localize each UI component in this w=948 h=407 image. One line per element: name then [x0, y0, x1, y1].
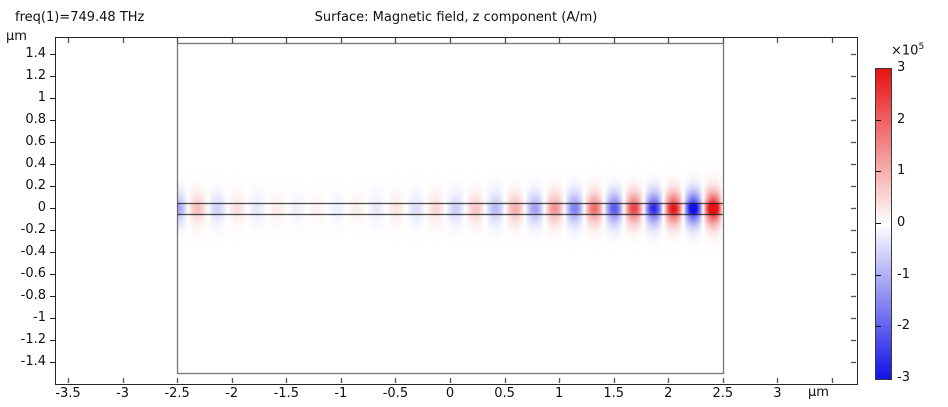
- y-axis-unit-label: μm: [6, 29, 27, 44]
- colorbar: [875, 68, 892, 380]
- field-heatmap-canvas: [56, 38, 856, 383]
- y-tick-label: -1.2: [20, 332, 46, 348]
- x-axis-unit-label: μm: [808, 385, 829, 400]
- y-tick-label: -0.4: [20, 244, 46, 260]
- colorbar-tick-label: -3: [897, 370, 910, 385]
- colorbar-tick-mark: [876, 119, 881, 121]
- plot-title: Surface: Magnetic field, z component (A/…: [314, 10, 598, 25]
- x-tick-label: -0.5: [382, 386, 409, 401]
- y-tick-mark: [50, 142, 56, 143]
- y-tick-mark: [50, 362, 56, 363]
- y-tick-label: 1.4: [25, 46, 46, 62]
- x-tick-label: 0: [445, 386, 455, 401]
- x-tick-label: 0.5: [494, 386, 515, 401]
- y-tick-mark: [50, 76, 56, 77]
- y-tick-mark: [50, 340, 56, 341]
- y-tick-mark: [50, 318, 56, 319]
- y-tick-label: 1: [37, 90, 46, 106]
- y-tick-label: 0: [37, 200, 46, 216]
- y-tick-label: -0.8: [20, 288, 46, 304]
- x-tick-label: 2: [664, 386, 673, 401]
- x-tick-label: 2.5: [712, 386, 734, 401]
- colorbar-tick-mark: [876, 274, 881, 276]
- colorbar-tick-label: 0: [897, 215, 906, 230]
- colorbar-tick-mark: [876, 171, 881, 173]
- x-tick-label: -3: [116, 386, 130, 401]
- y-tick-mark: [50, 98, 56, 99]
- colorbar-tick-mark: [876, 326, 881, 328]
- colorbar-tick-label: 1: [897, 163, 906, 179]
- y-tick-label: 0.8: [25, 112, 46, 128]
- frequency-parameter-label: freq(1)=749.48 THz: [15, 10, 145, 25]
- y-tick-mark: [50, 54, 56, 55]
- y-tick-label: 0.6: [25, 134, 46, 150]
- y-tick-mark: [50, 252, 56, 253]
- colorbar-tick-label: -2: [897, 318, 910, 334]
- y-tick-label: -1.4: [20, 354, 46, 370]
- y-tick-label: -0.6: [20, 266, 46, 282]
- y-tick-label: 0.4: [25, 156, 46, 172]
- y-tick-label: 1.2: [25, 68, 46, 84]
- x-tick-label: 1: [554, 386, 564, 401]
- x-tick-label: 1.5: [603, 386, 625, 401]
- x-tick-label: -1: [334, 386, 348, 401]
- y-tick-mark: [50, 186, 56, 187]
- y-tick-mark: [50, 120, 56, 121]
- x-tick-label: 3: [773, 386, 782, 401]
- y-tick-mark: [50, 164, 56, 165]
- y-tick-label: -0.2: [20, 222, 46, 238]
- y-tick-mark: [50, 208, 56, 209]
- colorbar-tick-label: 2: [897, 111, 906, 127]
- colorbar-exponent-label: ×105: [891, 42, 925, 59]
- colorbar-tick-label: 3: [897, 60, 906, 75]
- x-tick-label: -2: [225, 386, 239, 401]
- x-tick-label: -2.5: [164, 386, 190, 401]
- x-tick-label: -3.5: [55, 386, 81, 401]
- y-tick-mark: [50, 274, 56, 275]
- colorbar-tick-label: -1: [897, 266, 910, 282]
- x-tick-label: -1.5: [273, 386, 299, 401]
- y-tick-label: 0.2: [25, 178, 46, 194]
- y-tick-label: -1: [33, 310, 46, 326]
- colorbar-tick-mark: [876, 223, 881, 224]
- y-tick-mark: [50, 296, 56, 297]
- y-tick-mark: [50, 230, 56, 231]
